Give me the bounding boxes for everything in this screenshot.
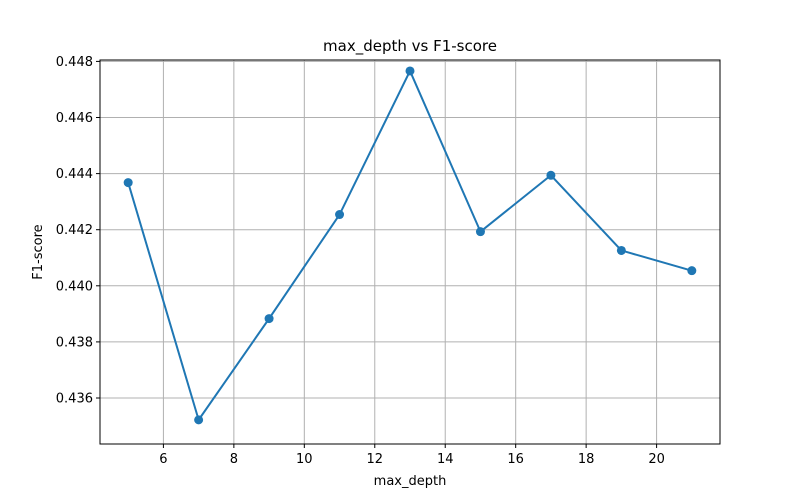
x-tick-label: 6	[159, 452, 167, 467]
x-tick-label: 14	[437, 452, 454, 467]
x-tick-label: 18	[578, 452, 595, 467]
data-point	[546, 170, 556, 180]
y-tick-label: 0.436	[56, 391, 93, 406]
y-tick-label: 0.446	[56, 111, 93, 126]
x-axis-label: max_depth	[374, 474, 447, 489]
y-axis-label: F1-score	[31, 224, 46, 279]
x-tick-label: 12	[366, 452, 383, 467]
data-point	[405, 66, 415, 76]
data-point	[475, 227, 485, 237]
data-point	[616, 245, 626, 255]
grid-layer	[100, 60, 720, 444]
y-tick-label: 0.448	[56, 55, 93, 70]
series-layer	[123, 66, 697, 425]
data-point	[335, 210, 345, 220]
x-tick-label: 16	[507, 452, 524, 467]
x-tick-label: 10	[296, 452, 313, 467]
x-tick-label: 20	[648, 452, 665, 467]
y-tick-label: 0.440	[56, 279, 93, 294]
y-tick-label: 0.442	[56, 223, 93, 238]
data-point	[194, 415, 204, 425]
x-tick-label: 8	[230, 452, 238, 467]
plot-frame	[99, 59, 721, 445]
ticks-layer: 6 8 10 12 14 16 18 20 0.436 0.438 0.440 0.442 0.444 0…	[56, 55, 665, 467]
data-point	[123, 178, 133, 188]
y-tick-label: 0.444	[56, 167, 93, 182]
data-point	[687, 266, 697, 276]
chart-title: max_depth vs F1-score	[323, 37, 497, 56]
data-point	[264, 314, 274, 324]
y-tick-label: 0.438	[56, 335, 93, 350]
